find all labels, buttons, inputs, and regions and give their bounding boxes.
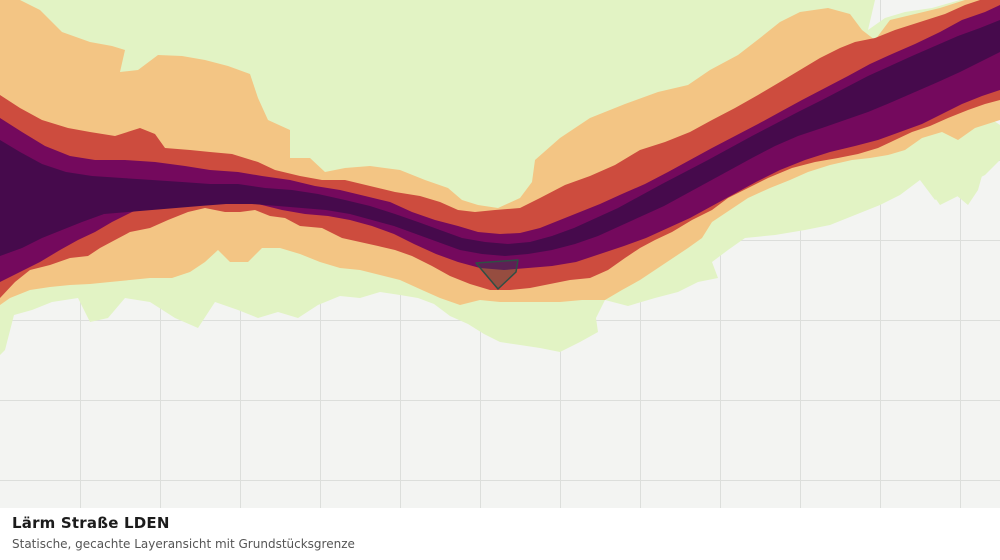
map-caption: Lärm Straße LDEN Statische, gecachte Lay… [0,508,1000,560]
noise-band-5 [0,20,1000,256]
map-viewport[interactable] [0,0,1000,508]
noise-band-1-patch [928,178,958,205]
parcel-boundary[interactable] [475,259,519,290]
layer-subtitle: Statische, gecachte Layeransicht mit Gru… [12,537,355,551]
noise-band-4 [0,5,1000,282]
noise-band-2-main [0,0,1000,305]
noise-band-5-main [0,20,1000,256]
noise-map [0,0,1000,508]
noise-band-4-main [0,5,1000,282]
layer-title: Lärm Straße LDEN [12,514,170,532]
